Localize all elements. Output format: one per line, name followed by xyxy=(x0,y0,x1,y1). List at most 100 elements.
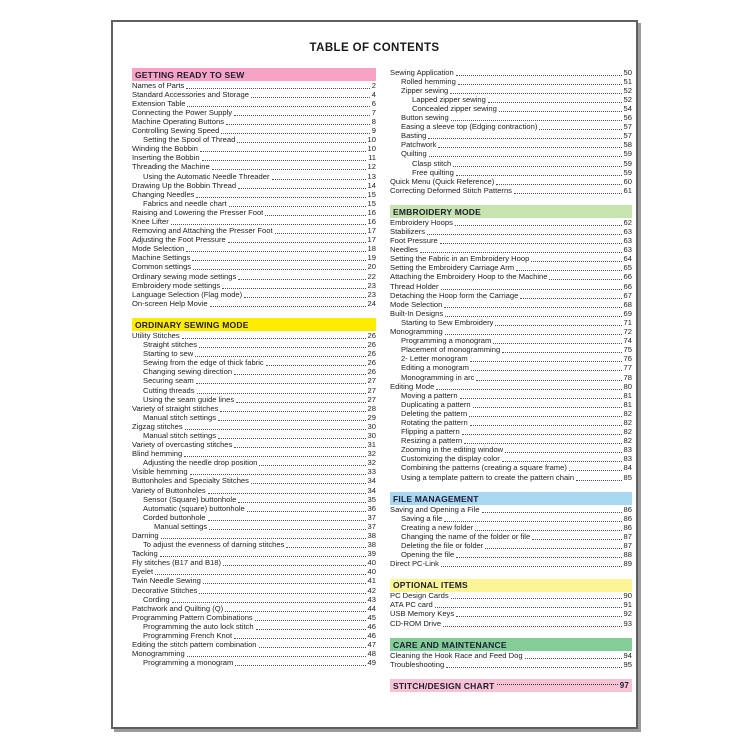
toc-entry-label: Rolled hemming xyxy=(401,77,456,86)
toc-entry: Securing seam 27 xyxy=(132,377,376,386)
toc-entry-label: Utility Stitches xyxy=(132,331,180,340)
dot-leader xyxy=(502,352,622,354)
toc-entry-page: 88 xyxy=(623,550,632,560)
toc-entry-label: Free quilting xyxy=(412,168,454,177)
toc-entry: Duplicating a pattern 81 xyxy=(390,400,632,409)
toc-entry-label: 2- Letter monogram xyxy=(401,355,468,364)
toc-entry: Deleting the pattern 82 xyxy=(390,409,632,418)
toc-entry: Manual settings 37 xyxy=(132,522,376,531)
toc-entry: Creating a new folder 86 xyxy=(390,523,632,532)
toc-entry-label: Patchwork and Quilting (Q) xyxy=(132,604,224,613)
toc-entry-label: Monogramming in arc xyxy=(401,373,475,382)
toc-entry: Visible hemming 33 xyxy=(132,468,376,477)
dot-leader xyxy=(211,169,366,171)
toc-entry-label: Monogramming xyxy=(390,328,443,337)
toc-entry-label: Adjusting the needle drop position xyxy=(143,459,258,468)
toc-entry: Programming the auto lock stitch 46 xyxy=(132,622,376,631)
dot-leader xyxy=(493,343,622,345)
dot-leader xyxy=(450,598,622,600)
toc-entry: Programming Pattern Combinations 45 xyxy=(132,613,376,622)
toc-entry-label: Editing Mode xyxy=(390,382,435,391)
toc-entry-page: 68 xyxy=(623,299,632,309)
toc-entry-label: Cutting threads xyxy=(143,386,195,395)
toc-entry-label: Changing sewing direction xyxy=(143,368,233,377)
dot-leader xyxy=(455,74,622,76)
dot-leader xyxy=(220,410,366,412)
toc-entry-label: Deleting the pattern xyxy=(401,409,468,418)
toc-entry: Patchwork 58 xyxy=(390,141,632,150)
toc-entry-label: Basting xyxy=(401,132,427,141)
toc-entry: Starting to sew 26 xyxy=(132,350,376,359)
dot-leader xyxy=(236,401,366,403)
toc-entry: Inserting the Bobbin 11 xyxy=(132,154,376,163)
toc-entry: Troubleshooting 95 xyxy=(390,660,632,669)
section-header-label: CARE AND MAINTENANCE xyxy=(393,639,507,650)
toc-entry-label: Inserting the Bobbin xyxy=(132,154,200,163)
toc-entry: Changing the name of the folder or file 8… xyxy=(390,532,632,541)
toc-entry-label: Adjusting the Foot Pressure xyxy=(132,236,226,245)
dot-leader xyxy=(531,261,622,263)
toc-entry-label: Variety of Buttonholes xyxy=(132,486,206,495)
toc-entry-page: 89 xyxy=(623,559,632,569)
toc-entry-label: Clasp stitch xyxy=(412,159,452,168)
toc-entry: Attaching the Embroidery Hoop to the Mac… xyxy=(390,273,632,282)
toc-entry-page: 15 xyxy=(367,198,376,208)
toc-entry-label: Thread Holder xyxy=(390,282,439,291)
toc-entry: Stabilizers 63 xyxy=(390,227,632,236)
toc-entry-page: 78 xyxy=(623,372,632,382)
toc-entry-page: 86 xyxy=(623,513,632,523)
dot-leader xyxy=(199,151,366,153)
toc-entry-page: 8 xyxy=(371,116,376,126)
toc-entry-page: 61 xyxy=(623,185,632,195)
dot-leader xyxy=(171,601,366,603)
toc-entry-label: Programming Pattern Combinations xyxy=(132,613,253,622)
dot-leader xyxy=(227,242,366,244)
dot-leader xyxy=(455,174,622,176)
toc-entry-page: 82 xyxy=(623,427,632,437)
toc-entry-page: 57 xyxy=(623,131,632,141)
toc-entry-label: Fly stitches (B17 and B18) xyxy=(132,559,222,568)
dot-leader xyxy=(265,214,366,216)
dot-leader xyxy=(444,306,622,308)
toc-entry: Mode Selection 68 xyxy=(390,300,632,309)
toc-entry-page: 13 xyxy=(367,171,376,181)
dot-leader xyxy=(187,105,370,107)
dot-leader xyxy=(184,428,366,430)
dot-leader xyxy=(469,424,622,426)
toc-entry: 2- Letter monogram 76 xyxy=(390,355,632,364)
toc-entry: Concealed zipper sewing 54 xyxy=(390,104,632,113)
toc-entry: Editing a monogram 77 xyxy=(390,364,632,373)
toc-entry-label: Foot Pressure xyxy=(390,237,438,246)
toc-entry: Language Selection (Flag mode) 23 xyxy=(132,290,376,299)
toc-entry: Removing and Attaching the Presser Foot 1… xyxy=(132,227,376,236)
toc-entry-page: 17 xyxy=(367,235,376,245)
toc-entry-label: Threading the Machine xyxy=(132,163,210,172)
toc-entry: Blind hemming 32 xyxy=(132,450,376,459)
toc-entry: Machine Settings 19 xyxy=(132,254,376,263)
toc-entry-page: 93 xyxy=(623,618,632,628)
toc-entry-page: 72 xyxy=(623,327,632,337)
toc-entry-label: Quilting xyxy=(401,150,427,159)
toc-entry-page: 71 xyxy=(623,317,632,327)
toc-entry-label: Removing and Attaching the Presser Foot xyxy=(132,227,273,236)
dot-leader xyxy=(469,361,622,363)
toc-entry-label: Concealed zipper sewing xyxy=(412,104,497,113)
toc-entry: Mode Selection 18 xyxy=(132,245,376,254)
toc-entry-page: 59 xyxy=(623,149,632,159)
toc-entry: Ordinary sewing mode settings 22 xyxy=(132,272,376,281)
toc-entry-page: 16 xyxy=(367,207,376,217)
toc-entry-page: 39 xyxy=(367,549,376,559)
toc-entry: Twin Needle Sewing 41 xyxy=(132,577,376,586)
toc-entry: Utility Stitches 26 xyxy=(132,331,376,340)
dot-leader xyxy=(202,583,366,585)
toc-entry: Zigzag stitches 30 xyxy=(132,422,376,431)
toc-entry: Eyelet 40 xyxy=(132,568,376,577)
toc-entry-label: Starting to sew xyxy=(143,350,194,359)
dot-leader xyxy=(464,443,622,445)
toc-entry-page: 83 xyxy=(623,454,632,464)
toc-entry: Built-In Designs 69 xyxy=(390,309,632,318)
toc-entry-page: 66 xyxy=(623,281,632,291)
toc-entry: Monogramming 72 xyxy=(390,327,632,336)
dot-leader xyxy=(516,270,622,272)
toc-entry-label: Connecting the Power Supply xyxy=(132,108,233,117)
